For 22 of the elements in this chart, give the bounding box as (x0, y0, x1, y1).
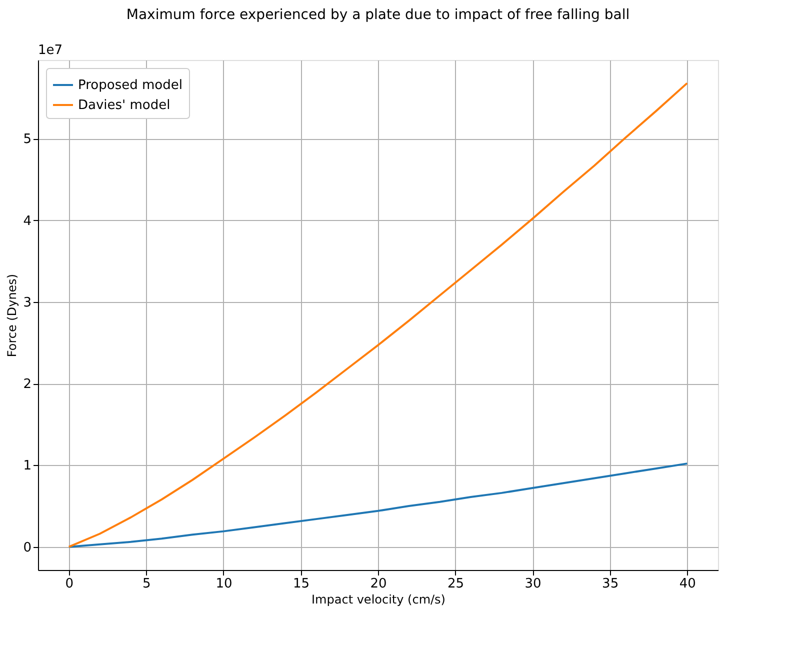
legend-label: Proposed model (78, 78, 182, 93)
x-tick-label: 30 (524, 576, 542, 592)
x-tick-label: 25 (448, 576, 464, 592)
x-axis-title: Impact velocity (cm/s) (312, 592, 446, 606)
y-tick-label: 4 (23, 214, 32, 229)
y-tick-label: 0 (23, 540, 32, 556)
x-tick-label: 10 (216, 576, 232, 592)
y-axis-title: Force (Dynes) (5, 274, 20, 358)
line-series (68, 462, 688, 548)
x-tick-label: 15 (292, 576, 310, 592)
y-tick-label: 5 (23, 132, 32, 148)
y-tick-label: 2 (23, 377, 32, 392)
y-tick-label: 3 (23, 295, 32, 310)
x-tick-label: 35 (602, 576, 619, 592)
text: 1e7 (38, 43, 63, 58)
y-tick-label: 1 (23, 458, 32, 474)
x-tick-label: 40 (679, 576, 696, 592)
chart-title: Maximum force experienced by a plate due to impact of free falling ball (126, 7, 630, 23)
x-tick-label: 5 (142, 576, 151, 592)
x-tick-label: 20 (370, 576, 387, 592)
x-tick-label: 0 (65, 576, 74, 592)
legend-label: Davies' model (78, 98, 170, 113)
